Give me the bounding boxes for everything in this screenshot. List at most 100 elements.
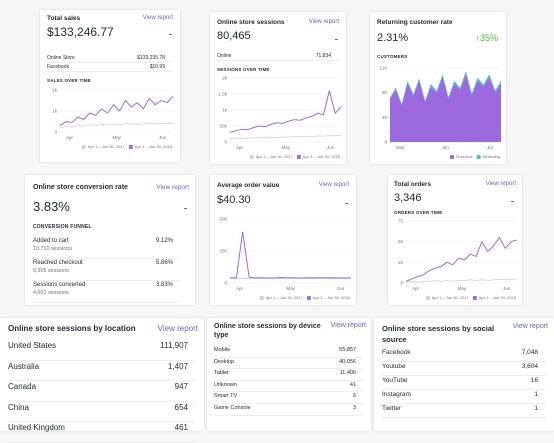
aov-card: Average order value View report $40.30 0… <box>210 175 356 305</box>
legend-swatch <box>297 155 301 159</box>
chart-title: ORDERS OVER TIME <box>394 210 442 215</box>
y-tick-label: 0 <box>400 281 403 286</box>
card-title: Average order value <box>217 182 279 189</box>
row-sub: 6,905 sessions <box>33 268 69 274</box>
metric-value: 2.31% <box>377 32 408 44</box>
y-tick-label: 50 <box>398 239 404 244</box>
card-title: Online store sessions by location <box>8 324 136 333</box>
x-tick-label: Apr <box>66 135 74 140</box>
row-label: Tablet <box>214 370 229 376</box>
row-sub: 10,710 sessions <box>33 246 72 252</box>
x-tick-label: May <box>282 145 291 150</box>
row-value: 11,406 <box>340 370 356 376</box>
y-tick-label: 25 <box>398 260 404 265</box>
location-card: Online store sessions by location View r… <box>0 318 204 431</box>
legend-swatch <box>426 296 430 300</box>
change: ↑35% <box>475 33 498 43</box>
conversion-card: Online store conversion rate View report… <box>25 175 195 305</box>
metric-value: $133,246.77 <box>47 25 114 39</box>
view-report[interactable]: View report <box>143 15 173 21</box>
legend-label: Apr 1 – Jun 30, 2017 <box>432 295 470 300</box>
legend-label: Apr 1 – Jun 30, 2018 <box>313 295 351 300</box>
legend-label: First-time <box>456 154 473 159</box>
sparkline-placeholder <box>345 203 348 204</box>
x-tick-label: Jun <box>159 135 167 140</box>
sparkline-placeholder <box>335 39 338 40</box>
view-report[interactable]: View report <box>513 323 548 330</box>
card-title: Online store sessions by device type <box>214 322 324 340</box>
series-line <box>230 135 341 139</box>
view-report[interactable]: View report <box>319 182 349 188</box>
row-label: Mobile <box>214 347 230 353</box>
series-line <box>60 123 173 128</box>
view-report[interactable]: View report <box>331 322 366 329</box>
row-value: 947 <box>175 382 188 391</box>
card-title: Online store sessions by social source <box>382 323 512 345</box>
view-report[interactable]: View report <box>156 184 189 191</box>
view-report[interactable]: View report <box>158 324 198 333</box>
y-tick-label: 0 <box>384 140 387 145</box>
metric-value: 3,346 <box>394 192 422 204</box>
metric-value: $40.30 <box>217 194 251 206</box>
row-value: 3.83% <box>156 282 173 288</box>
row-label: China <box>8 403 29 412</box>
legend-swatch <box>473 296 477 300</box>
row-value: 1 <box>534 405 538 412</box>
row-label: YouTube <box>382 377 408 384</box>
series-line <box>230 232 351 278</box>
card-title: Online store conversion rate <box>33 184 128 191</box>
x-tick-label: Jun <box>503 286 511 291</box>
chart-title: SALES OVER TIME <box>47 78 91 83</box>
x-tick-label: May <box>458 286 467 291</box>
legend-label: Apr 1 – Jun 30, 2017 <box>266 295 304 300</box>
sparkline-placeholder <box>184 208 187 209</box>
row-label: Australia <box>8 362 39 371</box>
row-sub: 4,501 sessions <box>33 290 69 296</box>
row-value: 6 <box>353 393 356 399</box>
row-label: Instagram <box>382 391 411 398</box>
y-tick-label: 2k <box>52 88 58 93</box>
series-line <box>406 238 517 282</box>
row-value: $10.99 <box>150 64 165 70</box>
returning-card: Returning customer rate 2.31% ↑35% CUSTO… <box>370 12 506 164</box>
view-report[interactable]: View report <box>486 181 516 187</box>
y-tick-label: 75 <box>398 219 404 224</box>
legend-label: Apr 1 – Jun 30, 2017 <box>256 154 294 159</box>
sparkline-placeholder <box>511 201 514 202</box>
row-value: 9.12% <box>156 238 173 244</box>
card-title: Total sales <box>47 15 80 22</box>
chart-title: SESSIONS OVER TIME <box>217 67 270 72</box>
row-label: Reached checkout <box>33 260 83 266</box>
row-label: Game Console <box>214 405 251 411</box>
x-tick-label: Jun <box>442 145 450 150</box>
legend-label: Apr 1 – Jun 30, 2018 <box>303 154 341 159</box>
legend-swatch <box>250 155 254 159</box>
y-tick-label: 1k <box>52 109 58 114</box>
row-value: 3,604 <box>522 363 538 370</box>
device-card: Online store sessions by device type Vie… <box>207 318 371 431</box>
y-tick-label: 500 <box>219 217 227 222</box>
y-tick-label: 250 <box>219 249 227 254</box>
row-label: Smart TV <box>214 393 237 399</box>
view-report[interactable]: View report <box>309 19 339 25</box>
row-value: $133,235.78 <box>137 55 165 61</box>
